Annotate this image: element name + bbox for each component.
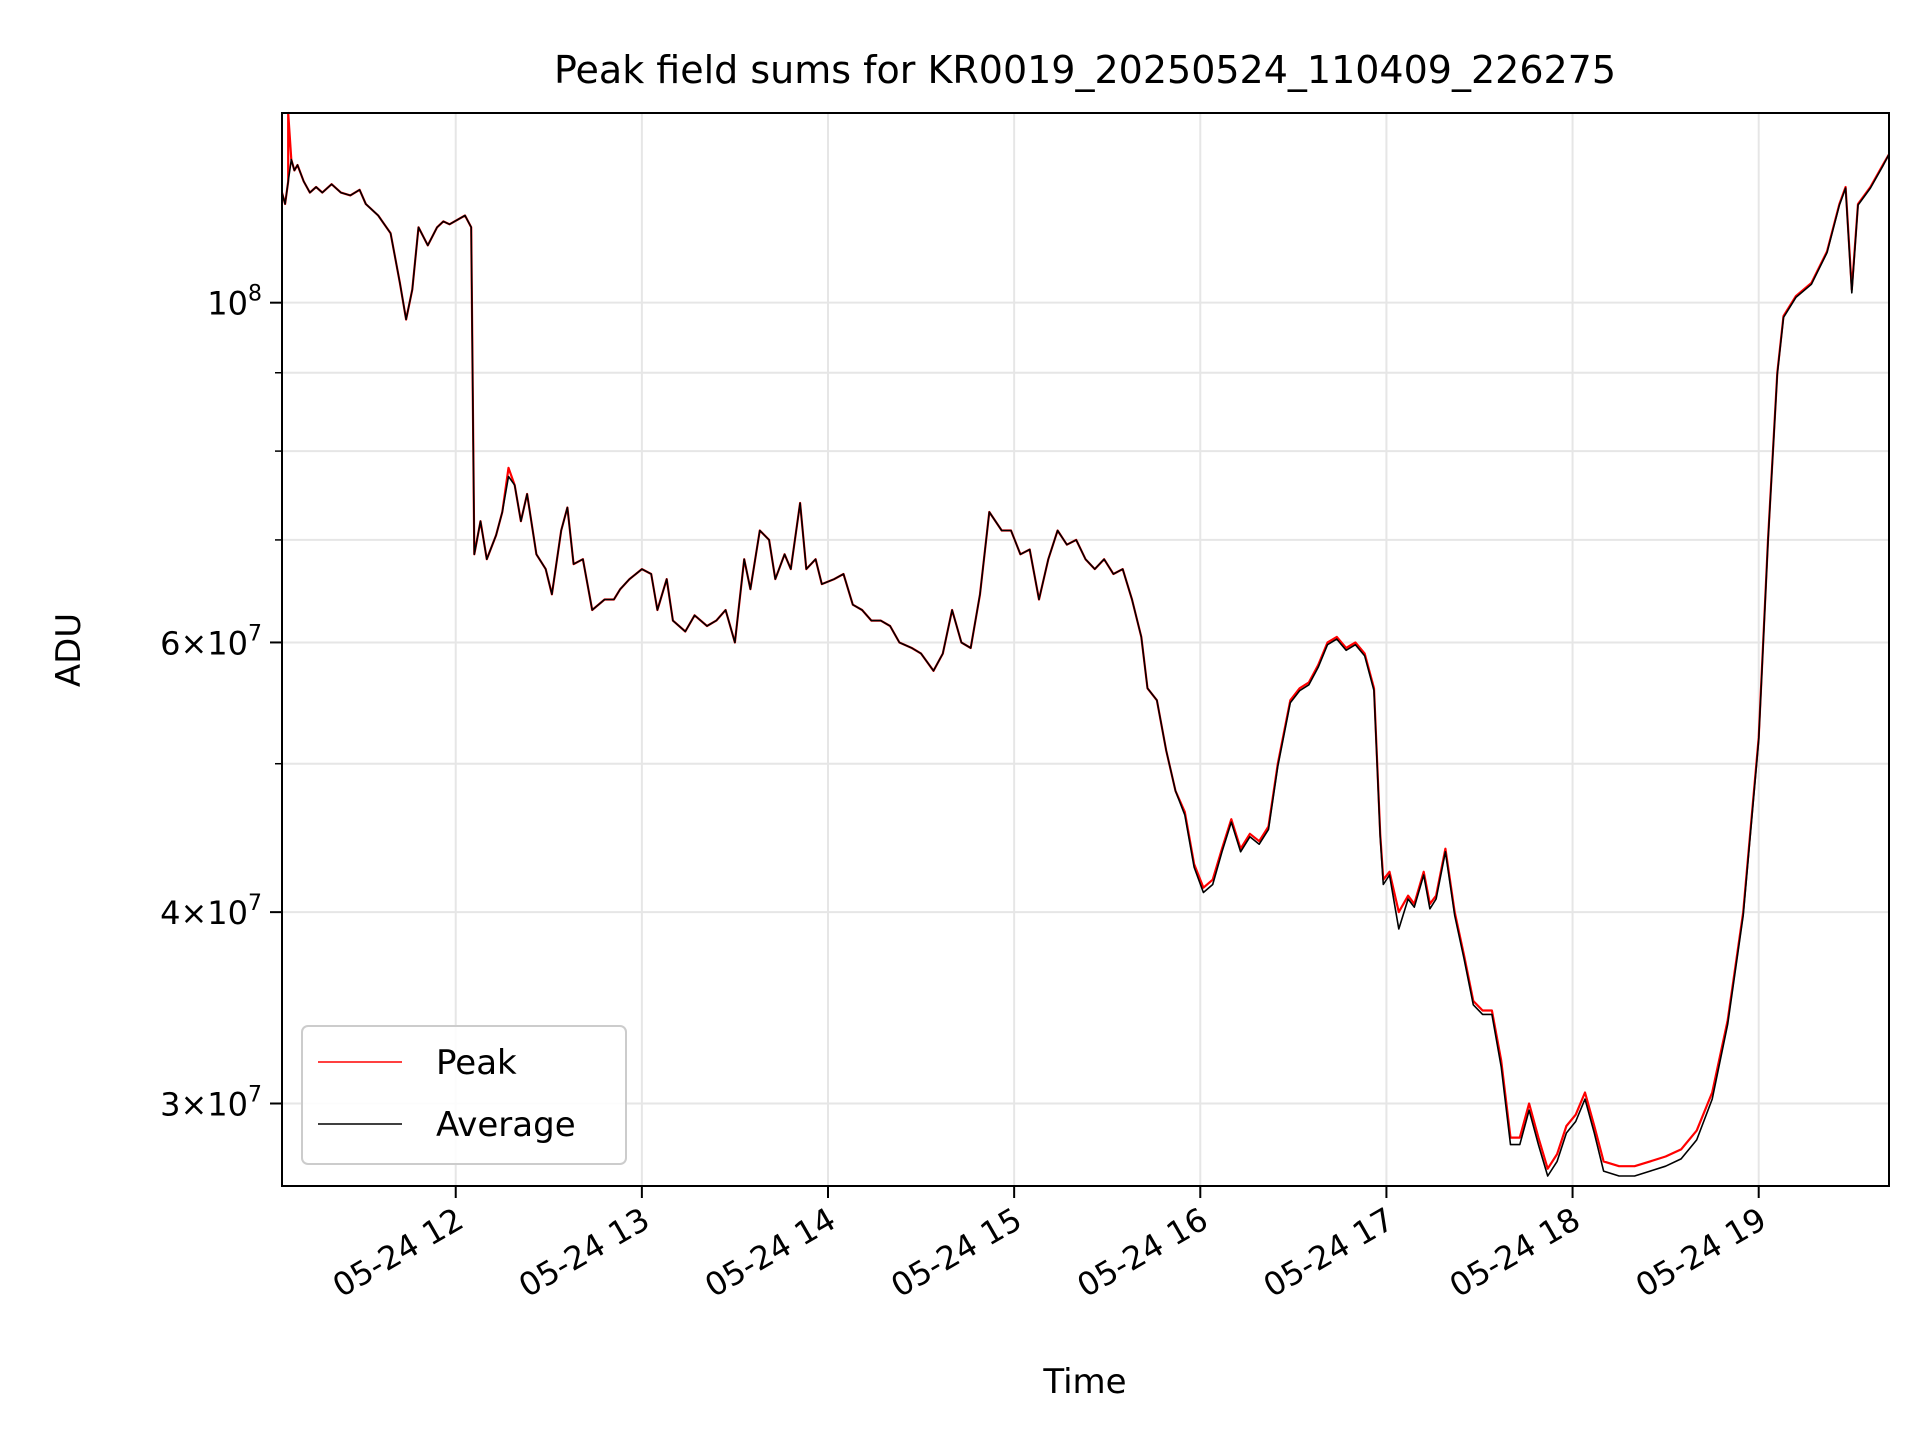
x-axis-label: Time: [1042, 1362, 1126, 1402]
y-tick-label: 6×107: [160, 621, 262, 662]
series-lines: [280, 111, 1890, 1177]
legend: Peak Average: [301, 1025, 627, 1165]
y-axis-label: ADU: [49, 613, 89, 687]
legend-label-average: Average: [436, 1105, 576, 1145]
legend-box: [301, 1025, 627, 1165]
series-line-average: [281, 153, 1890, 1177]
plot-frame: [281, 112, 1890, 1187]
y-tick-label: 3×107: [160, 1082, 262, 1123]
chart-title: Peak field sums for KR0019_20250524_1104…: [554, 48, 1616, 92]
grid: [282, 113, 1889, 1186]
y-tick-label: 4×107: [160, 891, 262, 932]
legend-label-peak: Peak: [436, 1043, 517, 1083]
